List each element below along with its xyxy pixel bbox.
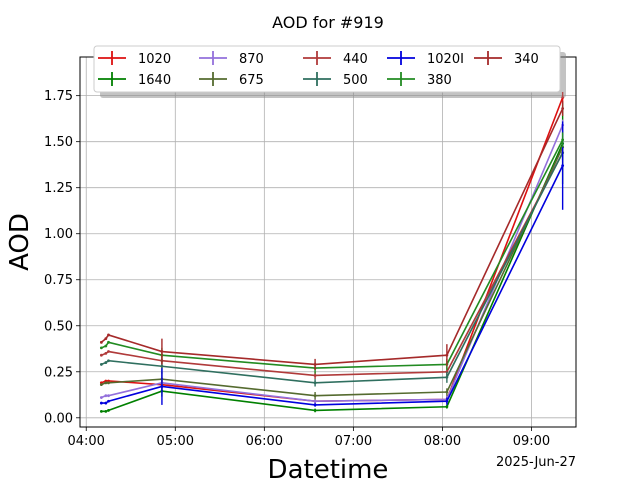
data-point bbox=[99, 409, 103, 413]
legend-label: 870 bbox=[239, 52, 264, 67]
data-point bbox=[107, 381, 110, 385]
legend-entry-1640: 1640 bbox=[98, 72, 171, 88]
y-tick-label: 0.00 bbox=[44, 411, 73, 426]
x-tick-label: 05:00 bbox=[157, 434, 194, 449]
data-point bbox=[99, 346, 103, 350]
legend-entry-380: 380 bbox=[387, 72, 452, 88]
legend: 1020 1640 870 675 440 500 1020I 380 340 bbox=[93, 45, 566, 98]
y-tick-label: 1.50 bbox=[44, 135, 73, 150]
data-point bbox=[104, 351, 108, 355]
date-offset-label: 2025-Jun-27 bbox=[496, 455, 576, 470]
data-point bbox=[313, 403, 317, 407]
data-point bbox=[160, 350, 164, 353]
x-tick-label: 09:00 bbox=[513, 434, 550, 449]
x-tick-label: 08:00 bbox=[424, 434, 461, 449]
x-tick-label: 04:00 bbox=[67, 434, 104, 449]
y-tick-label: 1.75 bbox=[44, 89, 73, 104]
legend-label: 340 bbox=[514, 52, 539, 67]
legend-label: 380 bbox=[427, 73, 452, 88]
data-point bbox=[445, 353, 449, 357]
y-tick-label: 1.25 bbox=[44, 181, 73, 196]
legend-entry-500: 500 bbox=[303, 72, 368, 88]
data-point bbox=[313, 381, 317, 385]
data-point bbox=[99, 401, 103, 405]
y-axis-ticks: 0.00 0.25 0.50 0.75 1.00 1.25 1.50 1.75 bbox=[44, 89, 80, 426]
x-tick-label: 07:00 bbox=[335, 434, 372, 449]
data-point bbox=[107, 394, 110, 398]
data-point bbox=[445, 405, 449, 409]
data-point bbox=[104, 381, 108, 385]
legend-label: 1640 bbox=[138, 73, 171, 88]
data-point bbox=[99, 340, 103, 344]
data-point bbox=[107, 399, 110, 403]
data-point bbox=[561, 138, 565, 142]
data-point bbox=[313, 394, 317, 398]
data-point bbox=[104, 344, 108, 348]
data-point bbox=[99, 396, 103, 399]
legend-entry-1020I: 1020I bbox=[387, 51, 464, 67]
data-point bbox=[99, 363, 103, 366]
x-tick-label: 06:00 bbox=[246, 434, 283, 449]
data-point bbox=[160, 364, 164, 368]
data-point bbox=[107, 340, 110, 344]
legend-entry-440: 440 bbox=[303, 51, 368, 67]
data-point bbox=[104, 337, 108, 341]
data-point bbox=[104, 409, 108, 413]
legend-entry-340: 340 bbox=[474, 51, 539, 67]
data-point bbox=[561, 164, 565, 168]
data-point bbox=[104, 361, 108, 364]
data-point bbox=[107, 359, 110, 363]
legend-label: 675 bbox=[239, 73, 264, 88]
legend-label: 1020I bbox=[427, 52, 464, 67]
data-point bbox=[313, 374, 317, 377]
y-tick-label: 0.50 bbox=[44, 319, 73, 334]
data-point bbox=[445, 399, 449, 403]
series-lines bbox=[99, 91, 565, 413]
data-point bbox=[160, 385, 164, 388]
data-point bbox=[313, 409, 317, 412]
data-point bbox=[107, 333, 110, 337]
legend-label: 440 bbox=[343, 52, 368, 67]
y-axis-label: AOD bbox=[5, 213, 35, 271]
legend-label: 1020 bbox=[138, 52, 171, 67]
y-tick-label: 0.25 bbox=[44, 365, 73, 380]
data-point bbox=[107, 409, 110, 412]
data-point bbox=[313, 363, 317, 366]
data-point bbox=[99, 353, 103, 357]
chart-title: AOD for #919 bbox=[272, 13, 384, 32]
data-point bbox=[313, 399, 317, 403]
x-axis-label: Datetime bbox=[268, 455, 389, 480]
data-point bbox=[561, 107, 565, 110]
data-point bbox=[104, 401, 108, 405]
legend-entry-870: 870 bbox=[199, 51, 264, 67]
x-axis-ticks: 04:00 05:00 06:00 07:00 08:00 09:00 bbox=[67, 427, 550, 449]
data-point bbox=[445, 390, 449, 394]
legend-entry-675: 675 bbox=[199, 72, 264, 88]
y-tick-label: 0.75 bbox=[44, 273, 73, 288]
legend-entry-1020: 1020 bbox=[98, 51, 171, 67]
data-point bbox=[104, 394, 108, 398]
series-340 bbox=[99, 101, 565, 370]
data-point bbox=[99, 383, 103, 387]
y-tick-label: 1.00 bbox=[44, 227, 73, 242]
data-point bbox=[445, 375, 449, 379]
data-point bbox=[107, 350, 110, 353]
legend-label: 500 bbox=[343, 73, 368, 88]
